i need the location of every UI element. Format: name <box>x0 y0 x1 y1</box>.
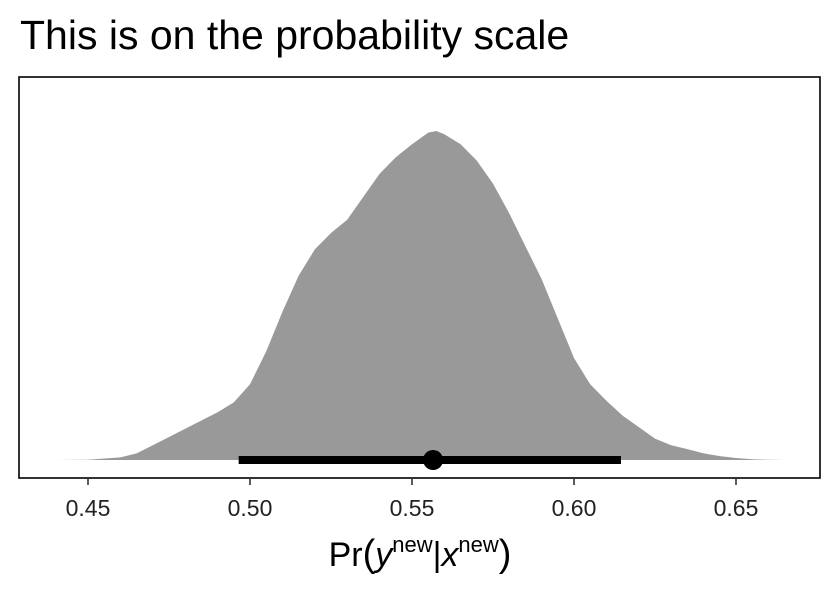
x-tick-label: 0.55 <box>390 495 435 521</box>
x-axis-title-prefix: Pr <box>328 536 363 574</box>
x-axis-title: Pr(ynew|xnew) <box>0 532 840 577</box>
x-tick-label: 0.65 <box>714 495 759 521</box>
x-axis-title-sup-x: new <box>458 532 499 557</box>
x-axis-title-open-paren: ( <box>362 533 376 575</box>
plot-area <box>55 131 785 470</box>
chart-title: This is on the probability scale <box>20 12 570 58</box>
point-estimate <box>423 450 444 470</box>
x-tick-label: 0.45 <box>66 495 111 521</box>
x-axis-title-separator: | <box>432 536 442 574</box>
x-axis-title-var-x: x <box>441 536 459 574</box>
x-tick-label: 0.50 <box>228 495 273 521</box>
density-area <box>55 131 785 460</box>
x-axis: 0.45 0.50 0.55 0.60 0.65 <box>66 478 759 521</box>
x-axis-title-sup-y: new <box>392 532 433 557</box>
x-axis-title-close-paren: ) <box>498 533 512 575</box>
panel-frame <box>18 76 821 479</box>
x-axis-title-var-y: y <box>375 536 393 574</box>
x-tick-label: 0.60 <box>552 495 597 521</box>
